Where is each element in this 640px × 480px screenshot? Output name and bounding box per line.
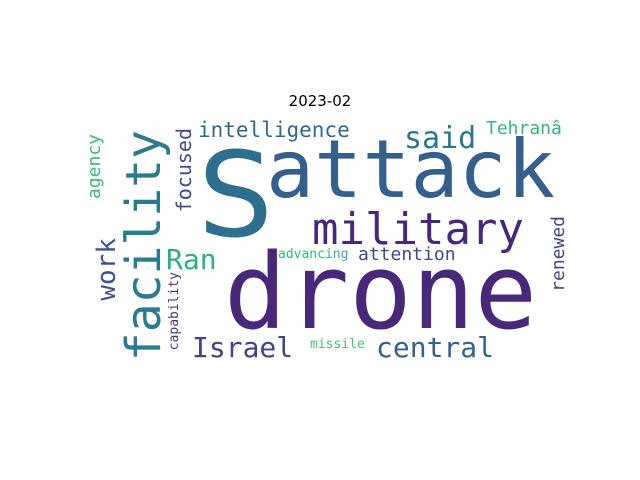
word-agency: agency [84, 134, 105, 200]
word-s: S [198, 126, 273, 264]
chart-title: 2023-02 [288, 92, 352, 110]
word-capability: capability [167, 272, 182, 351]
word-drone: drone [224, 231, 538, 353]
word-attention: attention [358, 244, 456, 265]
word-military: military [312, 204, 524, 255]
word-focused: focused [172, 128, 196, 213]
word-advancing: advancing [278, 247, 349, 262]
word-central: central [376, 331, 495, 364]
word-ran: Ran [166, 243, 217, 276]
word-facility: facility [116, 130, 172, 362]
word-intelligence: intelligence [198, 118, 350, 142]
word-tehran: Tehranâ [486, 118, 562, 139]
word-missile: missile [310, 337, 365, 352]
word-attack: attack [266, 123, 555, 216]
word-work: work [92, 238, 122, 301]
word-said: said [404, 121, 477, 156]
word-israel: Israel [192, 331, 294, 364]
word-renewed: renewed [548, 216, 569, 292]
